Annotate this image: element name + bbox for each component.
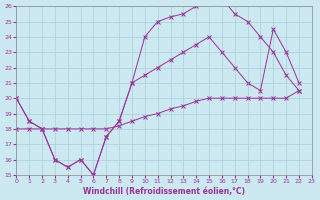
X-axis label: Windchill (Refroidissement éolien,°C): Windchill (Refroidissement éolien,°C) — [83, 187, 245, 196]
